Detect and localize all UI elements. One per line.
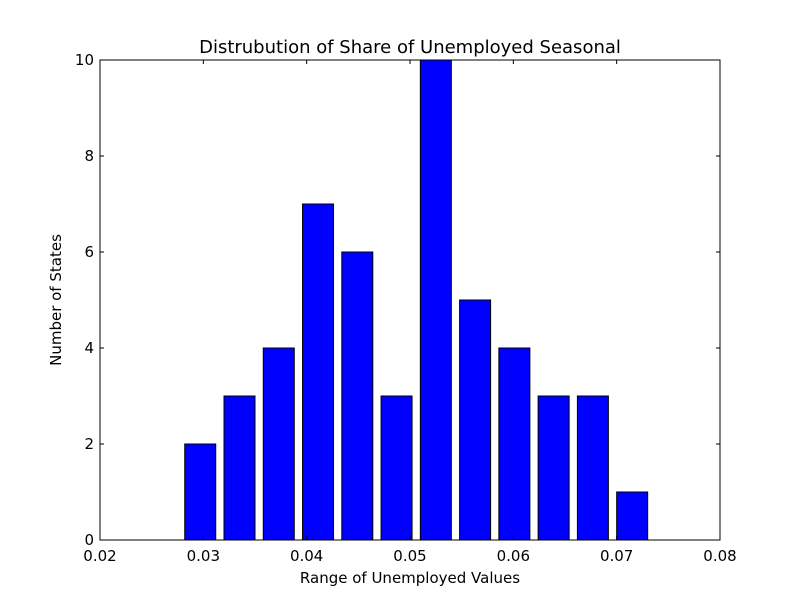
histogram-bar-9 — [498, 347, 531, 541]
x-tick-label: 0.08 — [703, 547, 736, 565]
bars-group — [184, 59, 649, 541]
y-tick-label: 10 — [75, 51, 94, 69]
x-tick-label: 0.02 — [83, 547, 116, 565]
y-tick-label: 4 — [84, 339, 94, 357]
y-tick-label: 2 — [84, 435, 94, 453]
histogram-bar-2 — [223, 395, 256, 541]
x-axis-label: Range of Unemployed Values — [300, 569, 520, 587]
histogram-bar-6 — [380, 395, 413, 541]
y-tick-label: 6 — [84, 243, 94, 261]
chart-title: Distrubution of Share of Unemployed Seas… — [199, 37, 621, 58]
x-tick-label: 0.07 — [600, 547, 633, 565]
histogram-bar-8 — [459, 299, 492, 541]
histogram-bar-3 — [262, 347, 295, 541]
histogram-bar-5 — [341, 251, 374, 541]
y-tick-label: 8 — [84, 147, 94, 165]
x-tick-label: 0.03 — [187, 547, 220, 565]
histogram-bar-12 — [616, 491, 649, 541]
histogram-bar-10 — [537, 395, 570, 541]
x-tick-label: 0.04 — [290, 547, 323, 565]
y-tick-label: 0 — [84, 531, 94, 549]
x-tick-label: 0.05 — [393, 547, 426, 565]
histogram-bar-1 — [184, 443, 217, 541]
plot-area-frame — [99, 59, 721, 541]
histogram-bar-11 — [576, 395, 609, 541]
histogram-bar-7 — [419, 59, 452, 541]
x-tick-label: 0.06 — [497, 547, 530, 565]
histogram-bar-4 — [302, 203, 335, 541]
y-axis-label: Number of States — [47, 234, 65, 366]
